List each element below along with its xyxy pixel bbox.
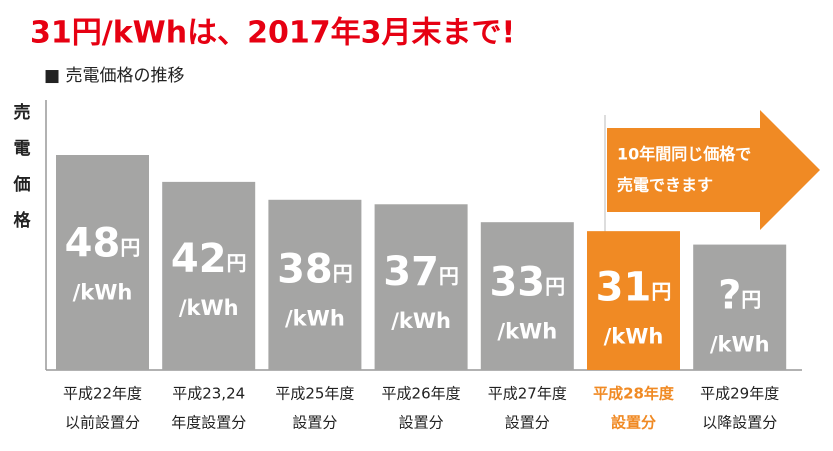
- value-number: 38: [277, 246, 333, 292]
- value-number: 48: [65, 220, 121, 266]
- value-unit: 円: [227, 250, 247, 274]
- annotation: 売電できます: [617, 176, 713, 195]
- x-tick-label: 平成26年度: [382, 385, 461, 403]
- x-tick-label: 平成28年度: [593, 385, 675, 403]
- value-label: 33円: [489, 259, 565, 305]
- bar: [268, 199, 362, 370]
- value-suffix: /kWh: [497, 319, 557, 343]
- x-tick-label: 平成23,24: [172, 385, 245, 403]
- value-label: 38円: [277, 246, 353, 292]
- value-suffix: /kWh: [604, 324, 664, 348]
- bar: [587, 231, 680, 370]
- value-suffix: /kWh: [391, 309, 451, 333]
- arrow: [607, 110, 820, 230]
- value-label: 37円: [383, 249, 459, 295]
- chart-subtitle: ■ 売電価格の推移: [44, 66, 184, 86]
- bar: [480, 222, 574, 370]
- value-suffix: /kWh: [285, 306, 345, 330]
- value-unit: 円: [333, 261, 353, 285]
- x-tick-label: 平成22年度: [63, 385, 142, 403]
- y-axis-label: 電: [14, 139, 31, 159]
- x-tick-label: 平成25年度: [275, 385, 354, 403]
- bar: [693, 244, 787, 370]
- x-tick-label: 設置分: [505, 414, 550, 432]
- chart-title: 31円/kWhは、2017年3月末まで!: [30, 16, 515, 51]
- value-label: 48円: [65, 220, 141, 266]
- annotation: 10年間同じ価格で: [617, 145, 751, 164]
- value-unit: 円: [651, 279, 671, 303]
- value-unit: 円: [741, 287, 761, 311]
- value-number: 31: [596, 264, 652, 310]
- value-number: ?: [718, 272, 741, 318]
- y-axis-label: 価: [13, 174, 31, 195]
- value-label: 42円: [171, 236, 247, 282]
- x-tick-label: 年度設置分: [171, 414, 246, 432]
- value-label: ?円: [718, 272, 761, 318]
- value-number: 37: [383, 249, 439, 295]
- x-tick-label: 以降設置分: [702, 414, 777, 432]
- bar: [56, 155, 149, 370]
- y-axis-label: 売: [14, 102, 31, 123]
- value-suffix: /kWh: [710, 332, 770, 356]
- x-tick-label: 平成29年度: [700, 385, 779, 403]
- value-number: 42: [171, 236, 227, 282]
- bar: [162, 181, 256, 370]
- value-unit: 円: [439, 263, 459, 287]
- value-label: 31円: [596, 264, 672, 310]
- x-tick-label: 設置分: [292, 414, 337, 432]
- value-unit: 円: [120, 235, 140, 259]
- x-tick-label: 以前設置分: [65, 414, 140, 432]
- x-tick-label: 設置分: [399, 414, 444, 432]
- x-tick-label: 設置分: [611, 414, 656, 432]
- value-number: 33: [489, 259, 545, 305]
- x-tick-label: 平成27年度: [488, 385, 567, 403]
- value-suffix: /kWh: [73, 280, 133, 304]
- value-unit: 円: [545, 274, 565, 298]
- y-axis-label: 格: [14, 210, 32, 231]
- value-suffix: /kWh: [179, 296, 239, 320]
- bar: [374, 204, 468, 370]
